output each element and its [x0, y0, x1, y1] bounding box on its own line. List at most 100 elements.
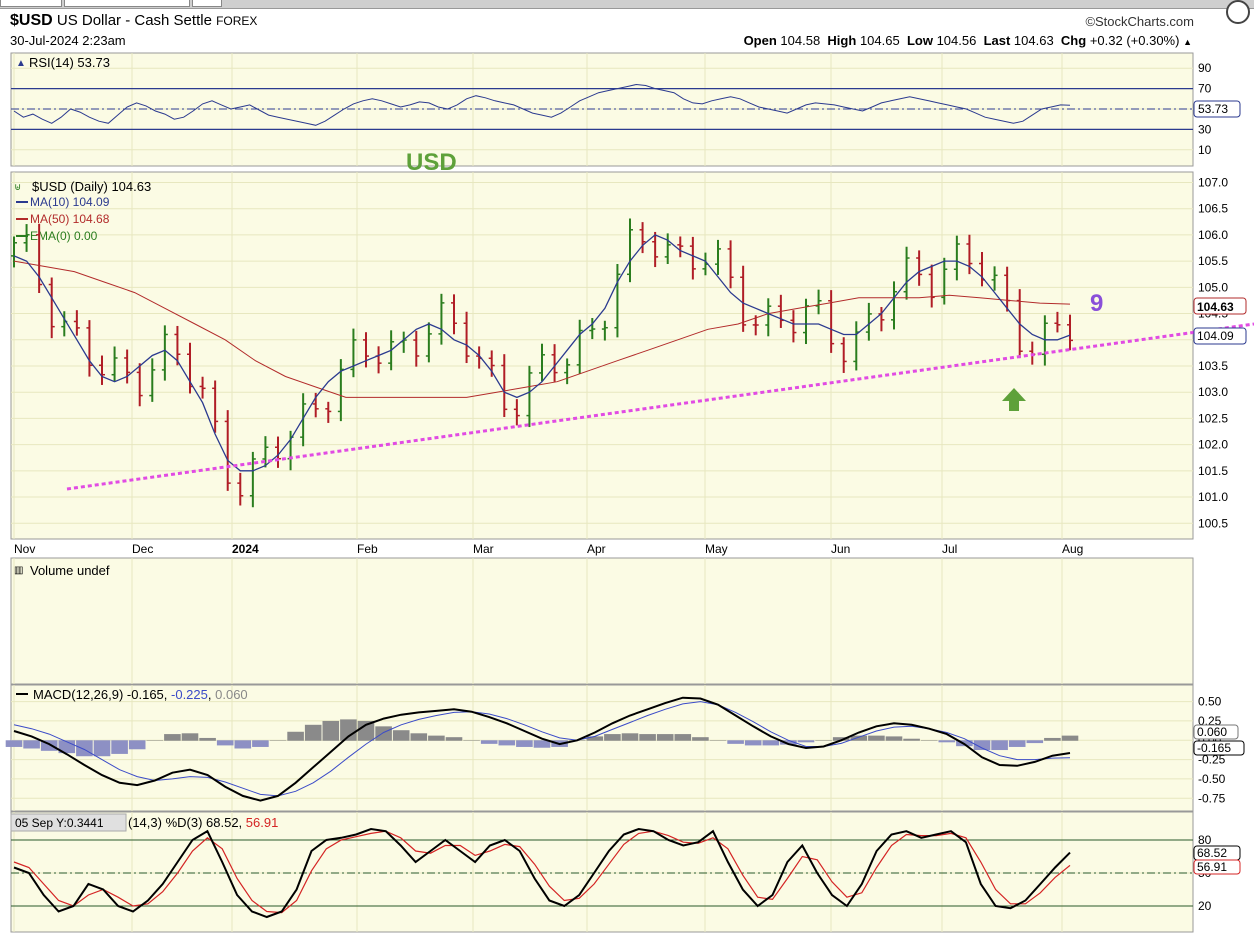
y-tick-label: 100.5: [1198, 516, 1228, 530]
stoch-title: (14,3) %D(3) 68.52, 56.91: [128, 815, 278, 830]
macd-hist-bar: [304, 724, 322, 741]
price-bar: [752, 315, 759, 336]
macd-hist-bar: [23, 740, 40, 749]
price-bar: [111, 346, 118, 382]
x-tick-label: Apr: [587, 542, 606, 556]
y-tick-label: 106.5: [1198, 202, 1228, 216]
quote-line: Open 104.58 High 104.65 Low 104.56 Last …: [744, 33, 1192, 48]
macd-hist-bar: [674, 734, 692, 741]
last-price-callout: 104.63: [1193, 297, 1247, 315]
macd-hist-bar: [692, 737, 709, 741]
macd-hist-bar: [991, 740, 1008, 751]
macd-hist-bar: [832, 737, 850, 741]
settings-icon[interactable]: [1226, 0, 1250, 24]
macd-histogram: [5, 719, 1079, 757]
volume-title-text: Volume undef: [30, 563, 110, 578]
y-tick-label: 105.5: [1198, 254, 1228, 268]
open-value: 104.58: [780, 33, 821, 48]
macd-hist-bar: [709, 740, 727, 741]
macd-hist-bar: [252, 740, 269, 747]
macd-hist-bar: [410, 733, 428, 741]
price-bar: [840, 337, 847, 373]
macd-hist-bar: [357, 720, 375, 741]
price-bar: [149, 358, 156, 402]
price-panel: [10, 171, 1194, 540]
tab[interactable]: [192, 0, 222, 7]
price-bar: [513, 399, 520, 426]
price-bar: [174, 325, 181, 366]
price-bar: [627, 218, 633, 283]
macd-title-text: MACD(12,26,9) -0.165, -0.225, 0.060: [33, 687, 248, 702]
price-bar: [991, 266, 998, 291]
macd-panel: [10, 684, 1194, 812]
y-tick-label: 102.0: [1198, 438, 1228, 452]
macd-hist-bar: [815, 740, 832, 741]
trendline: [66, 322, 1254, 491]
macd-hist-bar: [5, 740, 23, 747]
macd-hist-bar: [850, 735, 868, 741]
volume-icon: ▥: [14, 565, 23, 576]
y-tick-label: 101.5: [1198, 464, 1228, 478]
price-bar: [463, 311, 470, 364]
macd-hist-bar: [1026, 740, 1044, 744]
price-bar: [928, 264, 935, 308]
macd-hist-bar: [146, 740, 164, 741]
x-tick-label: Feb: [357, 542, 378, 556]
chg-label: Chg: [1060, 33, 1087, 48]
rsi-reference-lines: [11, 87, 1193, 130]
price-bar: [551, 344, 558, 382]
price-bar: [589, 318, 596, 340]
macd-hist-bar: [780, 740, 797, 745]
price-bar: [652, 231, 659, 268]
stochastic-panel: [10, 811, 1194, 933]
macd-hist-bar: [480, 740, 498, 744]
macd-hist-bar: [727, 740, 744, 744]
triangle-icon: ▲: [16, 58, 26, 69]
price-bar: [224, 410, 231, 491]
price-bar: [1067, 314, 1073, 351]
price-bar: [199, 376, 206, 399]
brand-label[interactable]: ©StockCharts.com: [1085, 14, 1194, 29]
macd-hist-bar: [340, 719, 357, 741]
price-bar: [48, 277, 55, 339]
cursor-tooltip: 05 Sep Y:0.3441: [10, 813, 127, 832]
macd-signal-line: [13, 701, 1071, 797]
chg-value: +0.32 (+0.30%): [1089, 33, 1180, 48]
price-bar: [740, 265, 747, 332]
price-bar: [451, 294, 457, 335]
browser-tab-strip: [0, 0, 1254, 9]
price-bar: [953, 235, 960, 281]
price-bar: [212, 380, 219, 433]
macd-hist-bar: [234, 740, 252, 749]
macd-hist-bar: [516, 740, 533, 747]
y-tick-label: -0.75: [1198, 791, 1226, 805]
macd-hist-bar: [1061, 735, 1079, 741]
price-bar: [916, 250, 923, 286]
legend-ema: EMA(0) 0.00: [30, 229, 98, 243]
x-tick-label: Aug: [1062, 542, 1083, 556]
x-tick-label: May: [705, 542, 728, 556]
price-bar: [425, 322, 432, 363]
price-bar: [1054, 311, 1061, 333]
y-tick-label: -0.50: [1198, 772, 1226, 786]
macd-title: MACD(12,26,9) -0.165, -0.225, 0.060: [16, 687, 248, 702]
y-tick-label: 103.0: [1198, 385, 1228, 399]
macd-hist-bar: [639, 734, 656, 741]
x-tick-label: Jul: [942, 542, 957, 556]
macd-hist-bar: [76, 740, 93, 757]
last-price-label: 104.63: [1197, 300, 1234, 314]
x-tick-label: Dec: [132, 542, 153, 556]
rsi-title: ▲ RSI(14) 53.73: [16, 55, 110, 70]
macd-hist-bar: [111, 740, 128, 754]
tab[interactable]: [64, 0, 190, 7]
symbol-title: $USD US Dollar - Cash Settle FOREX: [10, 12, 257, 30]
macd-hist-bar: [1044, 737, 1061, 741]
macd-hist-bar: [40, 740, 58, 751]
price-bar: [161, 325, 168, 381]
y-tick-label: -0.25: [1198, 753, 1226, 767]
symbol: $USD: [10, 12, 53, 29]
tab[interactable]: [0, 0, 62, 7]
macd-hist-bar: [392, 730, 410, 741]
y-tick-label: 0.25: [1198, 714, 1222, 728]
